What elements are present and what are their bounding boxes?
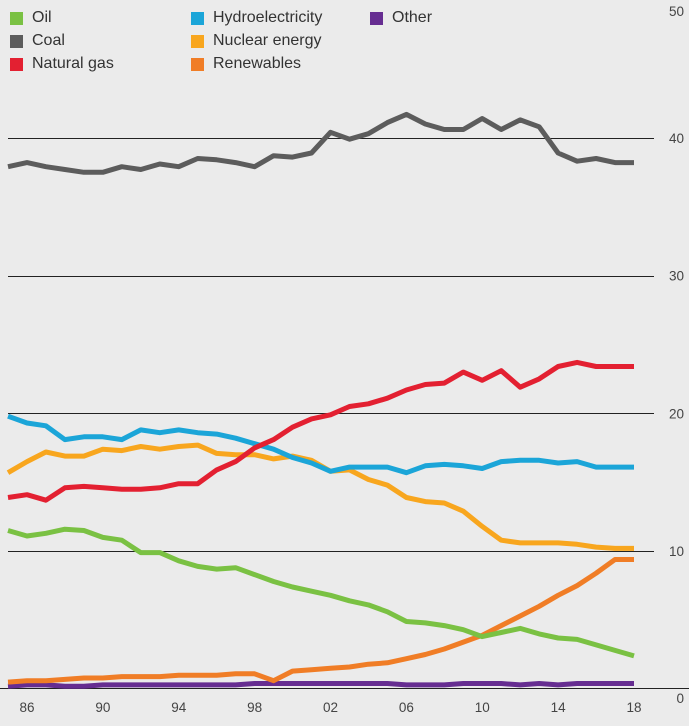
series-line-hydroelectricity — [7, 413, 634, 476]
legend-label-oil: Oil — [32, 9, 52, 26]
series-line-coal — [7, 111, 634, 175]
legend: Oil Coal Natural gas Hydroelectricity Nu… — [0, 0, 689, 80]
series-line-oil — [7, 526, 635, 659]
legend-item-oil: Oil — [10, 8, 52, 28]
legend-label-nuclear-energy: Nuclear energy — [213, 32, 322, 49]
legend-swatch-oil — [10, 11, 23, 25]
legend-swatch-natural-gas — [10, 57, 23, 71]
legend-item-hydroelectricity: Hydroelectricity — [191, 8, 322, 28]
legend-swatch-other — [370, 11, 383, 25]
y-tick-label-40: 40 — [669, 131, 684, 146]
legend-label-natural-gas: Natural gas — [32, 55, 114, 72]
x-tick-label-10: 10 — [475, 700, 490, 715]
x-tick-label-18: 18 — [626, 700, 641, 715]
x-tick-label-06: 06 — [399, 700, 414, 715]
legend-item-nuclear-energy: Nuclear energy — [191, 31, 322, 51]
series-line-natural-gas — [7, 359, 634, 503]
legend-label-other: Other — [392, 9, 433, 26]
x-tick-label-94: 94 — [171, 700, 187, 715]
legend-swatch-renewables — [191, 57, 204, 71]
legend-item-other: Other — [370, 8, 432, 28]
x-tick-label-86: 86 — [19, 700, 34, 715]
x-tick-label-90: 90 — [95, 700, 110, 715]
y-tick-label-20: 20 — [669, 406, 684, 421]
legend-swatch-nuclear-energy — [191, 34, 204, 48]
legend-item-renewables: Renewables — [191, 54, 301, 74]
x-tick-label-14: 14 — [551, 700, 567, 715]
y-tick-label-30: 30 — [669, 269, 684, 284]
series-line-renewables — [7, 557, 634, 685]
x-tick-label-02: 02 — [323, 700, 338, 715]
legend-item-natural-gas: Natural gas — [10, 54, 114, 74]
y-tick-label-0: 0 — [676, 691, 684, 706]
y-tick-label-50: 50 — [669, 4, 684, 19]
y-tick-label-10: 10 — [669, 544, 684, 559]
series-line-other — [7, 681, 634, 689]
legend-swatch-hydroelectricity — [191, 11, 204, 25]
x-tick-label-98: 98 — [247, 700, 262, 715]
legend-label-renewables: Renewables — [213, 55, 302, 72]
legend-item-coal: Coal — [10, 31, 65, 51]
legend-swatch-coal — [10, 34, 23, 48]
legend-label-hydroelectricity: Hydroelectricity — [213, 9, 323, 26]
legend-label-coal: Coal — [32, 32, 65, 49]
